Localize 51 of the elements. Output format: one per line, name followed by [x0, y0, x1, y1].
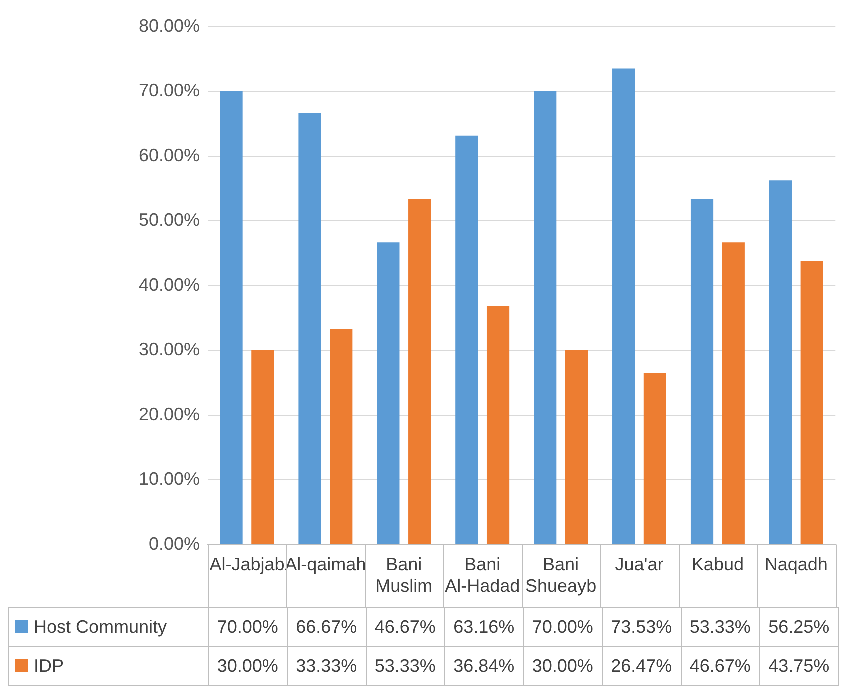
data-label: 33.33%: [287, 646, 366, 686]
data-label: 70.00%: [524, 608, 602, 646]
bar: [298, 113, 322, 544]
data-label: 46.67%: [681, 646, 760, 686]
bar: [769, 180, 792, 544]
legend-label: Host Community: [34, 616, 168, 636]
bar: [800, 262, 824, 544]
x-tick-label: Bani Shueayb: [526, 554, 597, 596]
bar: [644, 373, 666, 544]
y-tick-label: 20.00%: [138, 404, 200, 424]
x-tick-label: Bani Al-Hadad: [445, 554, 520, 596]
y-tick-label: 10.00%: [138, 469, 200, 490]
bar: [456, 136, 478, 544]
data-label: 36.84%: [444, 646, 524, 686]
y-tick-label: 0.00%: [148, 534, 200, 554]
data-label: 43.75%: [760, 646, 838, 686]
y-tick-label: 50.00%: [138, 210, 200, 230]
data-label: 63.16%: [444, 608, 524, 646]
bar: [565, 350, 588, 544]
bar: [330, 328, 353, 544]
data-label: 56.25%: [760, 608, 838, 646]
legend-label: IDP: [34, 656, 64, 676]
y-tick-label: 70.00%: [138, 80, 200, 101]
bar: [377, 242, 400, 544]
bar: [252, 350, 274, 544]
bar: [534, 92, 557, 544]
data-label: 30.00%: [524, 646, 602, 686]
data-label: 46.67%: [366, 608, 445, 646]
bar: [690, 199, 714, 544]
data-label: 70.00%: [208, 608, 288, 646]
bar: [612, 68, 636, 544]
data-label: 53.33%: [366, 646, 445, 686]
bar: [408, 199, 432, 544]
data-label: 30.00%: [208, 646, 288, 686]
x-tick-label: Jua'ar: [615, 554, 664, 575]
data-label: 73.53%: [602, 608, 681, 646]
x-tick-label: Naqadh: [764, 554, 828, 575]
x-tick-label: Bani Muslim: [376, 554, 433, 596]
data-label: 26.47%: [602, 646, 681, 686]
bar: [722, 242, 745, 544]
bar: [220, 92, 243, 544]
x-tick-label: Kabud: [692, 554, 744, 575]
data-label: 66.67%: [287, 608, 366, 646]
y-tick-label: 40.00%: [138, 274, 200, 295]
y-tick-label: 80.00%: [138, 16, 200, 36]
x-tick-label: Al-Jabjab: [210, 554, 285, 575]
bar: [486, 306, 510, 544]
y-tick-label: 30.00%: [138, 340, 200, 360]
x-tick-label: Al-qaimah: [285, 554, 366, 575]
y-tick-label: 60.00%: [138, 145, 200, 166]
data-label: 53.33%: [681, 608, 760, 646]
